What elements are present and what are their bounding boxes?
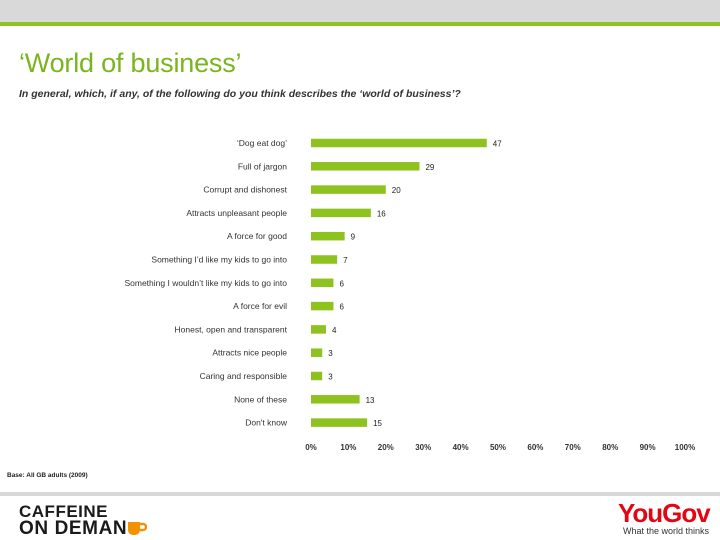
data-label: 7 (343, 256, 348, 265)
data-label: 3 (328, 373, 333, 382)
data-label: 9 (351, 233, 356, 242)
page-title: ‘World of business’ (19, 48, 242, 78)
data-label: 29 (425, 163, 434, 172)
bar (311, 231, 345, 241)
logo-line1: CAFFEINE (19, 502, 108, 521)
bar (311, 138, 487, 148)
data-label: 16 (377, 209, 386, 218)
x-tick-label: 60% (527, 443, 543, 452)
category-label: ‘Dog eat dog’ (237, 138, 287, 148)
x-tick-label: 10% (340, 443, 356, 452)
bar (311, 395, 360, 404)
bar (311, 301, 334, 311)
category-label: None of these (234, 394, 287, 404)
data-label: 20 (392, 186, 401, 195)
top-accent-line (0, 22, 720, 26)
category-label: Attracts unpleasant people (186, 208, 287, 218)
logo-line2: ON DEMAN (19, 518, 148, 539)
data-label: 6 (339, 303, 344, 312)
category-label: Don't know (245, 418, 288, 428)
bar (311, 371, 323, 381)
data-label: 4 (332, 326, 337, 335)
logo-line2-text: ON DEMAN (19, 518, 128, 539)
data-label: 6 (339, 279, 344, 288)
bar (311, 255, 338, 264)
bar (311, 325, 326, 334)
bar (311, 348, 323, 357)
data-label: 13 (366, 396, 375, 405)
x-tick-label: 50% (490, 443, 506, 452)
data-label: 3 (328, 349, 333, 358)
category-label: A force for good (227, 231, 287, 241)
x-tick-label: 70% (565, 443, 581, 452)
base-note: Base: All GB adults (2009) (7, 472, 88, 479)
yougov-wordmark: YouGov (618, 498, 711, 528)
category-label: Attracts nice people (212, 348, 287, 358)
bar (311, 278, 334, 288)
x-tick-label: 30% (415, 443, 431, 452)
x-tick-label: 0% (305, 443, 317, 452)
x-tick-label: 80% (602, 443, 618, 452)
top-band (0, 0, 720, 22)
yougov-tagline: What the world thinks (623, 526, 710, 536)
category-label: Something I’d like my kids to go into (151, 255, 287, 265)
category-label: Something I wouldn’t like my kids to go … (124, 278, 287, 288)
category-label: Caring and responsible (200, 371, 288, 381)
data-label: 47 (493, 140, 502, 149)
caffeine-on-demand-logo: CAFFEINE ON DEMAN (19, 502, 148, 539)
bar (311, 162, 420, 171)
category-label: Full of jargon (238, 161, 287, 171)
x-tick-label: 90% (640, 443, 656, 452)
x-tick-label: 20% (378, 443, 394, 452)
bar (311, 418, 368, 427)
bar (311, 208, 371, 218)
x-tick-label: 100% (675, 443, 695, 452)
data-label: 15 (373, 419, 382, 428)
x-tick-label: 40% (453, 443, 469, 452)
bottom-band (0, 492, 720, 496)
yougov-logo: YouGov What the world thinks (618, 498, 711, 536)
category-label: Honest, open and transparent (175, 324, 288, 334)
bar (311, 185, 386, 194)
survey-question: In general, which, if any, of the follow… (19, 88, 461, 100)
category-label: A force for evil (233, 301, 287, 311)
category-label: Corrupt and dishonest (203, 185, 287, 195)
coffee-cup-icon (128, 522, 148, 535)
